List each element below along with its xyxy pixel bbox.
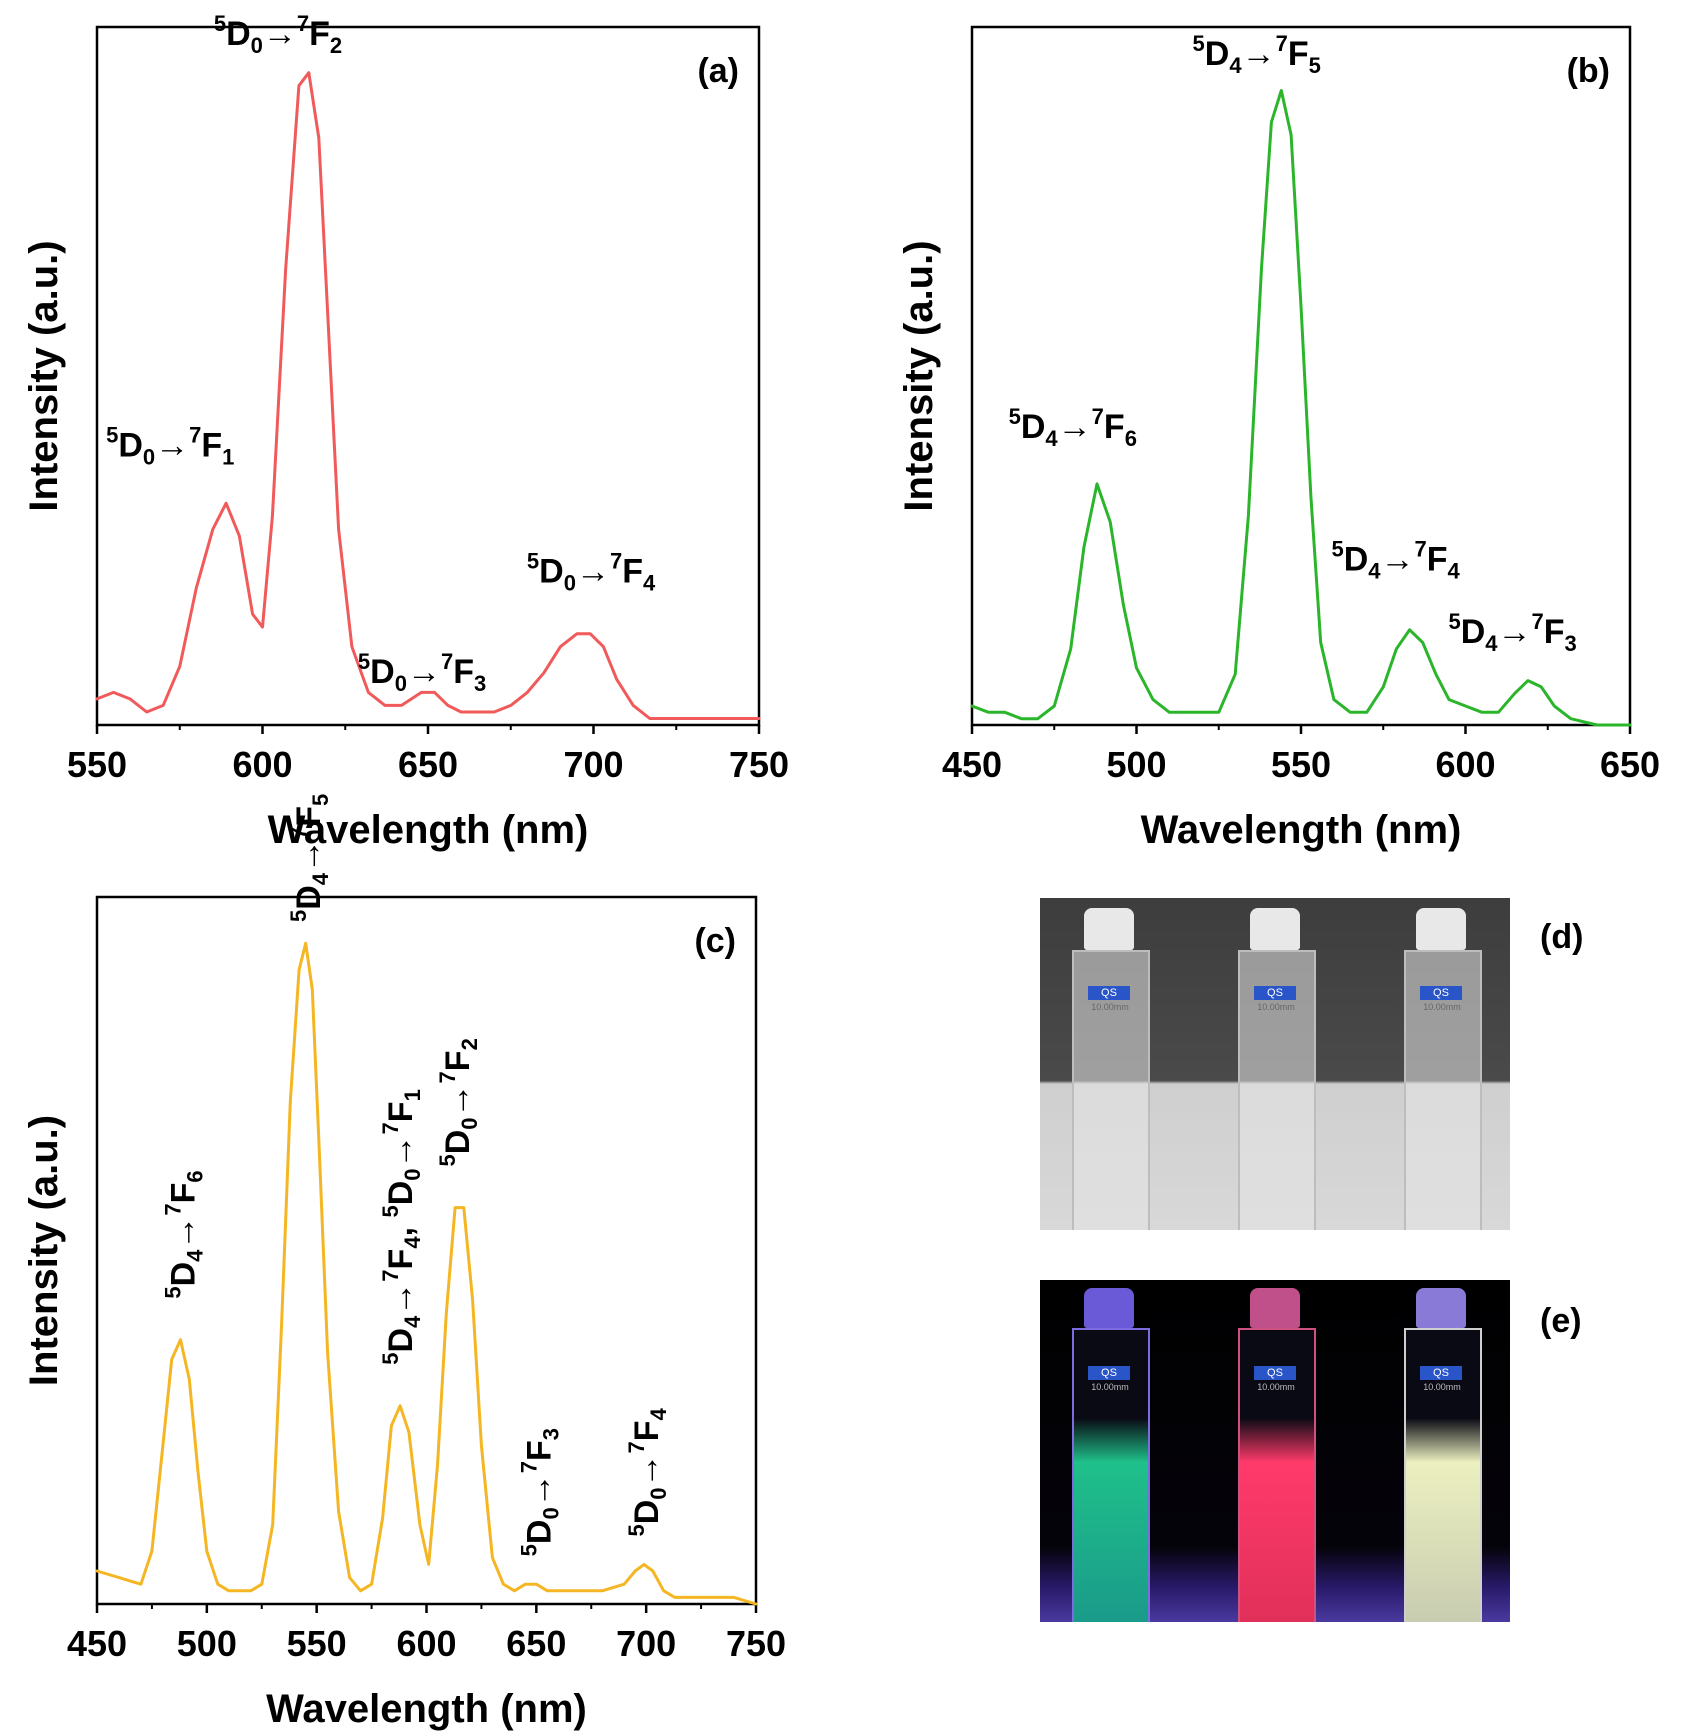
peak-label-c-5: 5D0→7F4 — [624, 1407, 671, 1536]
x-tick-label: 450 — [67, 1623, 127, 1664]
peak-label-a-1: 5D0→7F2 — [214, 11, 342, 58]
cuvette-size-text: 10.00mm — [1257, 1382, 1295, 1392]
panel-label-b: (b) — [1567, 52, 1610, 90]
peak-label-b-3: 5D4→7F3 — [1448, 609, 1576, 656]
spectrum-line — [95, 941, 758, 1606]
peak-label-c-2: 5D4→7F4, 5D0→7F1 — [378, 1089, 425, 1365]
chart-panel-a: 550 600 650 700 750 Wavelength (nm) Intensity … — [22, 11, 789, 852]
cuvette-yellow: QS 10.00mm — [1400, 1288, 1482, 1622]
x-tick-label: 550 — [67, 744, 127, 785]
peak-label-c-4: 5D0→7F3 — [517, 1428, 564, 1556]
peak-label-a-0: 5D0→7F1 — [106, 423, 234, 470]
peak-label-b-1: 5D4→7F5 — [1193, 31, 1321, 78]
cuvette-label: QS — [1420, 1366, 1462, 1380]
x-tick-label: 550 — [287, 1623, 347, 1664]
cuvette-3: QS 10.00mm — [1400, 908, 1482, 1230]
x-axis-title: Wavelength (nm) — [1141, 808, 1462, 852]
cuvette-cap — [1250, 1288, 1300, 1328]
cuvette-cap — [1084, 1288, 1134, 1328]
peak-label-c-0: 5D4→7F6 — [161, 1170, 208, 1298]
plot-frame — [95, 25, 761, 727]
chart-panel-c: 450 500 550 600 650 700 750 Wavelength (nm) Inte… — [22, 794, 786, 1731]
x-tick-label: 650 — [1600, 744, 1660, 785]
x-tick-label: 450 — [942, 744, 1002, 785]
x-tick-label: 700 — [616, 1623, 676, 1664]
cuvette-green: QS 10.00mm — [1068, 1288, 1150, 1622]
cuvette-label: QS — [1088, 1366, 1130, 1380]
x-tick-label: 750 — [729, 744, 789, 785]
peak-label-b-0: 5D4→7F6 — [1009, 404, 1137, 451]
cuvette-size-text: 10.00mm — [1423, 1382, 1461, 1392]
spectrum-line — [95, 71, 761, 720]
cuvette-size-text: 10.00mm — [1257, 1002, 1295, 1012]
photo-panel-e: QS 10.00mm QS 10.00mm QS 10.00mm — [1040, 1280, 1510, 1622]
x-tick-label: 500 — [177, 1623, 237, 1664]
cuvette-body — [1404, 1328, 1482, 1622]
cuvette-size-text: 10.00mm — [1091, 1382, 1129, 1392]
cuvette-cap — [1084, 908, 1134, 950]
peak-label-a-3: 5D0→7F4 — [527, 549, 656, 596]
x-tick-label: 650 — [506, 1623, 566, 1664]
x-axis-title: Wavelength (nm) — [266, 1687, 587, 1731]
cuvette-size-text: 10.00mm — [1091, 1002, 1129, 1012]
chart-panel-b: 450 500 550 600 650 Wavelength (nm) Intensity … — [897, 25, 1660, 852]
panel-label-e: (e) — [1540, 1302, 1582, 1340]
x-tick-label: 600 — [396, 1623, 456, 1664]
cuvette-red: QS 10.00mm — [1234, 1288, 1316, 1622]
x-tick-label: 650 — [398, 744, 458, 785]
cuvette-size-text: 10.00mm — [1423, 1002, 1461, 1012]
cuvette-label: QS — [1254, 1366, 1296, 1380]
y-axis-title: Intensity (a.u.) — [22, 1115, 66, 1386]
cuvette-cap — [1250, 908, 1300, 950]
x-axis-title: Wavelength (nm) — [268, 808, 589, 852]
cuvette-1: QS 10.00mm — [1068, 908, 1150, 1230]
peak-label-b-2: 5D4→7F4 — [1331, 536, 1460, 583]
x-tick-label: 600 — [1435, 744, 1495, 785]
y-axis-title: Intensity (a.u.) — [897, 240, 941, 511]
cuvette-cap — [1416, 1288, 1466, 1328]
panel-label-d: (d) — [1540, 918, 1584, 956]
x-tick-label: 550 — [1271, 744, 1331, 785]
peak-label-a-2: 5D0→7F3 — [358, 649, 486, 696]
x-tick-label: 500 — [1106, 744, 1166, 785]
spectrum-line — [970, 89, 1632, 727]
panel-label-c: (c) — [694, 922, 736, 960]
peak-label-c-3: 5D0→7F2 — [435, 1038, 482, 1166]
x-tick-label: 750 — [726, 1623, 786, 1664]
cuvette-label: QS — [1420, 986, 1462, 1000]
cuvette-cap — [1416, 908, 1466, 950]
peak-label-c-1: 5D4→7F5 — [286, 794, 333, 922]
cuvette-label: QS — [1254, 986, 1296, 1000]
x-tick-label: 600 — [232, 744, 292, 785]
photo-panel-d: QS 10.00mm QS 10.00mm QS 10.00mm — [1040, 898, 1510, 1230]
panel-label-a: (a) — [697, 52, 739, 90]
x-tick-label: 700 — [563, 744, 623, 785]
cuvette-2: QS 10.00mm — [1234, 908, 1316, 1230]
y-axis-title: Intensity (a.u.) — [22, 240, 66, 511]
cuvette-label: QS — [1088, 986, 1130, 1000]
